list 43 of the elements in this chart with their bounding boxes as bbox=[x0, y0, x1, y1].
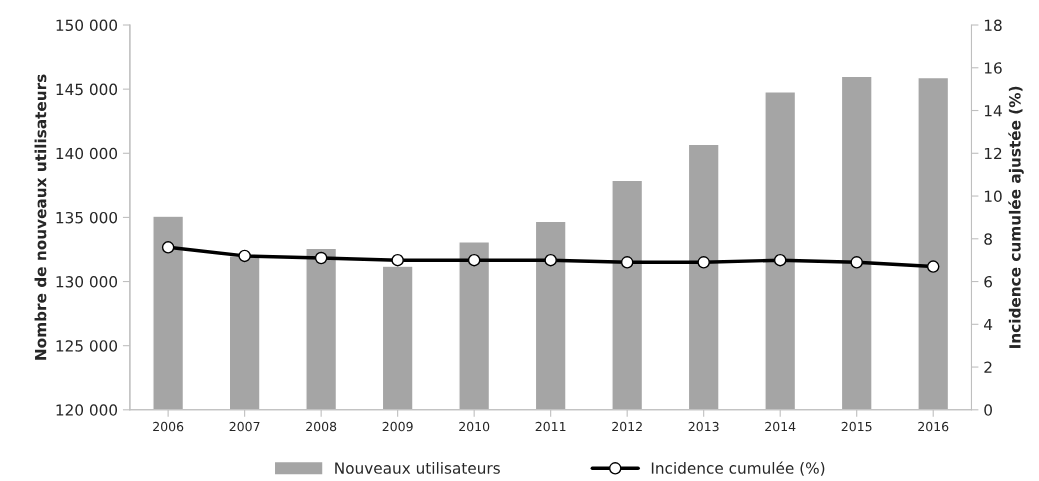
y-tick-label: 130 000 bbox=[56, 276, 118, 288]
x-tick-label: 2012 bbox=[612, 421, 642, 432]
legend-label: Nouveaux utilisateurs bbox=[335, 462, 500, 474]
x-tick-label: 2010 bbox=[459, 421, 490, 432]
legend-label: Incidence cumulée (%) bbox=[651, 461, 825, 476]
x-tick-label: 2006 bbox=[153, 421, 184, 432]
x-tick-label: 2016 bbox=[918, 421, 949, 432]
point bbox=[850, 256, 863, 269]
point bbox=[926, 260, 940, 273]
y2-tick-label: 4 bbox=[984, 318, 993, 331]
y2-axis-title: Incidence cumulée ajustée (%) bbox=[1008, 86, 1024, 348]
y2-tick-label: 2 bbox=[984, 361, 992, 373]
x-tick-label: 2009 bbox=[382, 421, 413, 432]
point bbox=[161, 241, 175, 254]
y2-tick-label: 8 bbox=[984, 233, 992, 245]
point bbox=[238, 249, 251, 263]
y-tick-label: 120 000 bbox=[56, 404, 118, 416]
x-tick-label: 2007 bbox=[229, 421, 260, 432]
x-tick-label: 2011 bbox=[535, 421, 566, 432]
y-tick-label: 150 000 bbox=[56, 19, 118, 32]
y-tick-label: 135 000 bbox=[56, 211, 118, 224]
y-tick-label: 140 000 bbox=[56, 147, 118, 160]
x-tick-label: 2008 bbox=[306, 421, 337, 432]
x-tick-label: 2014 bbox=[765, 421, 796, 432]
y2-tick-label: 6 bbox=[984, 276, 993, 288]
y2-tick-label: 0 bbox=[984, 404, 992, 416]
y2-tick-label: 18 bbox=[984, 19, 1002, 32]
point bbox=[391, 253, 404, 267]
point bbox=[697, 256, 710, 269]
y-tick-label: 125 000 bbox=[56, 340, 118, 352]
point bbox=[467, 253, 481, 267]
point bbox=[314, 251, 328, 265]
y2-tick-label: 14 bbox=[984, 105, 1002, 117]
point bbox=[620, 256, 634, 269]
y2-tick-label: 16 bbox=[984, 62, 1002, 74]
x-tick-label: 2015 bbox=[841, 421, 872, 432]
y-axis-title: Nombre de nouveaux utilisateurs bbox=[34, 74, 47, 360]
y2-tick-label: 10 bbox=[984, 190, 1002, 203]
y2-tick-label: 12 bbox=[984, 147, 1002, 160]
x-tick-label: 2013 bbox=[688, 421, 719, 432]
y-tick-label: 145 000 bbox=[56, 83, 118, 96]
point bbox=[544, 253, 557, 267]
point bbox=[773, 253, 787, 267]
